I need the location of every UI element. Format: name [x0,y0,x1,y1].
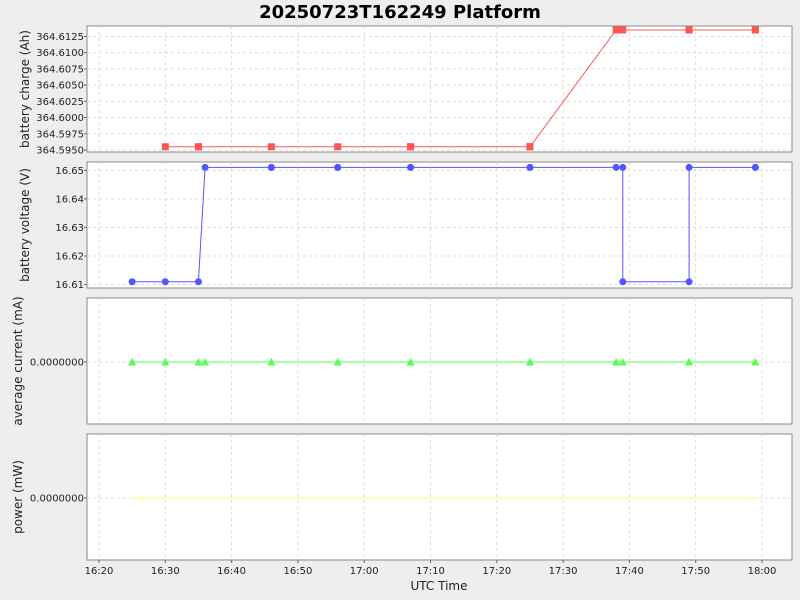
data-point [334,163,342,171]
plot-area-battery-charge [86,25,793,153]
x-axis-label: UTC Time [411,579,468,593]
x-tick-label: 16:50 [283,566,312,577]
data-point [751,26,759,34]
y-tick-label: 16.61 [55,280,84,291]
data-point [201,358,210,366]
data-point [333,358,342,366]
data-point [685,26,693,34]
data-point [525,358,534,366]
x-tick-label: 16:30 [151,566,180,577]
y-tick-label: 16.64 [55,194,84,205]
x-tick-label: 17:30 [549,566,578,577]
data-point [685,278,693,286]
data-point [619,163,627,171]
data-point [612,163,620,171]
data-point [128,358,137,366]
data-point [406,358,415,366]
data-point [619,278,627,286]
y-axis-label-battery-voltage: battery voltage (V) [18,168,32,282]
x-tick-label: 16:20 [85,566,114,577]
data-point [194,143,202,151]
data-point [685,163,693,171]
x-tick-label: 17:50 [681,566,710,577]
y-axis-label-average-current: average current (mA) [11,296,25,425]
data-point [161,358,170,366]
x-tick-label: 17:10 [416,566,445,577]
series-line-battery-charge [165,29,756,148]
data-point [161,143,169,151]
data-point [407,143,415,151]
x-tick-label: 17:40 [615,566,644,577]
y-tick-label: 364.5950 [36,146,84,157]
x-tick-label: 16:40 [217,566,246,577]
data-point [407,163,415,171]
y-tick-label: 364.5975 [36,129,84,140]
chart-title: 20250723T162249 Platform [259,2,541,23]
x-tick-label: 18:00 [748,566,777,577]
data-point [267,163,275,171]
data-point [751,163,759,171]
data-point [194,278,202,286]
data-point [161,278,169,286]
data-point [526,163,534,171]
plot-area-battery-voltage [86,161,793,289]
x-tick-label: 17:20 [482,566,511,577]
y-axis-label-battery-charge: battery charge (Ah) [18,30,32,148]
y-tick-label: 16.62 [55,252,84,263]
data-point [751,358,760,366]
y-tick-label: 0.0000000 [30,358,84,369]
x-tick-label: 17:00 [350,566,379,577]
y-tick-label: 364.6000 [36,113,84,124]
y-tick-label: 364.6100 [36,48,84,59]
series-line-battery-voltage [132,166,756,283]
data-point [128,278,136,286]
data-point [334,143,342,151]
y-tick-label: 16.63 [55,223,84,234]
data-point [201,163,209,171]
y-tick-label: 0.0000000 [30,494,84,505]
y-tick-label: 364.6125 [36,32,84,43]
y-tick-label: 16.65 [55,166,84,177]
data-point [612,26,620,34]
data-point [267,358,276,366]
data-point [612,358,621,366]
data-point [685,358,694,366]
plot-area-power [86,433,793,561]
data-point [619,26,627,34]
y-tick-label: 364.6075 [36,64,84,75]
y-axis-label-power: power (mW) [11,460,25,534]
data-point [526,143,534,151]
data-point [194,358,203,366]
data-point [267,143,275,151]
y-tick-label: 364.6025 [36,97,84,108]
plot-area-average-current [86,297,793,425]
y-tick-label: 364.6050 [36,81,84,92]
data-point [618,358,627,366]
